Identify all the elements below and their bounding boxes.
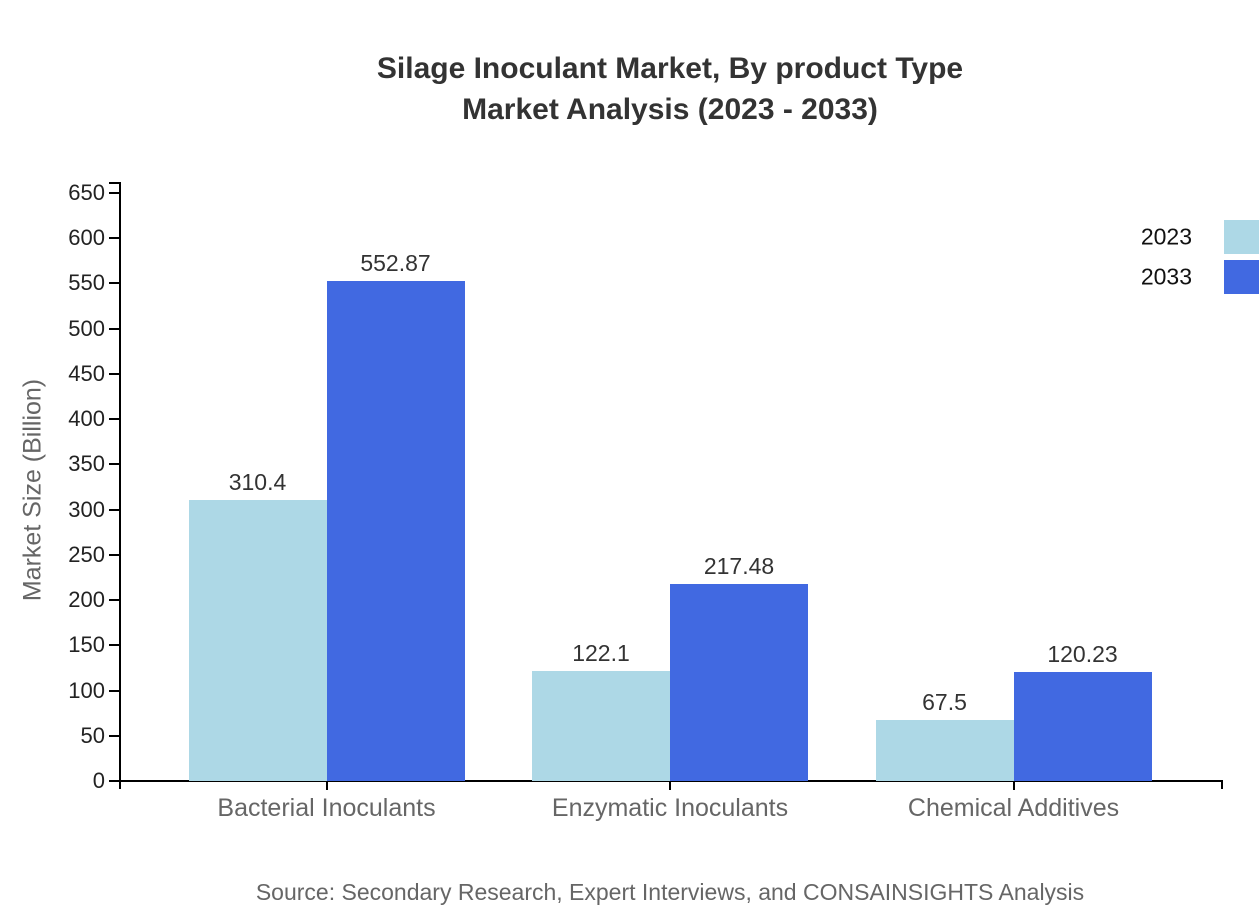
y-tick-label: 300	[68, 496, 105, 522]
value-label-2033-bacterial-inoculants: 552.87	[360, 249, 431, 276]
y-tick-label: 50	[80, 722, 105, 748]
y-tick	[109, 327, 119, 330]
chart-title-line2: Market Analysis (2023 - 2033)	[462, 93, 878, 126]
legend-label-2023: 2023	[1140, 223, 1192, 250]
x-tick	[1012, 782, 1015, 790]
y-tick-label: 100	[68, 677, 105, 703]
y-tick-label: 200	[68, 587, 105, 613]
y-tick	[109, 463, 119, 466]
source-note: Source: Secondary Research, Expert Inter…	[255, 879, 1085, 905]
y-tick-label: 500	[68, 315, 105, 341]
y-tick	[109, 644, 119, 647]
value-label-2023-bacterial-inoculants: 310.4	[228, 469, 287, 496]
bar-2023-enzymatic-inoculants	[532, 670, 670, 781]
y-tick-label: 150	[68, 632, 105, 658]
legend-swatch-2023	[1224, 220, 1259, 254]
x-axis-end-tick	[1221, 781, 1223, 789]
value-label-2023-enzymatic-inoculants: 122.1	[572, 639, 630, 666]
y-tick-label: 450	[68, 360, 105, 386]
y-tick	[109, 734, 119, 737]
bar-2023-chemical-additives	[875, 719, 1014, 781]
y-tick	[109, 599, 119, 602]
y-tick	[109, 780, 119, 782]
y-axis-end-tick	[109, 182, 119, 184]
y-tick-label: 0	[92, 768, 105, 793]
y-tick	[109, 508, 119, 511]
y-tick	[109, 282, 119, 285]
y-tick	[109, 689, 119, 692]
x-axis-line	[119, 780, 1223, 782]
bar-2033-chemical-additives	[1013, 672, 1152, 781]
category-label-enzymatic-inoculants: Enzymatic Inoculants	[551, 794, 789, 822]
chart-title-line1: Silage Inoculant Market, By product Type	[376, 52, 964, 85]
category-label-bacterial-inoculants: Bacterial Inoculants	[217, 794, 436, 822]
y-tick	[109, 237, 119, 240]
legend-label-2033: 2033	[1140, 263, 1192, 290]
y-tick-label: 550	[68, 270, 105, 296]
y-tick-label: 250	[68, 541, 105, 567]
y-tick	[109, 372, 119, 375]
y-tick-label: 600	[68, 225, 105, 251]
value-label-2033-enzymatic-inoculants: 217.48	[703, 553, 775, 580]
y-axis-line	[119, 182, 121, 789]
y-tick-label: 350	[68, 451, 105, 477]
bar-2033-enzymatic-inoculants	[670, 584, 808, 781]
x-tick	[669, 782, 671, 790]
legend-swatch-2033	[1224, 260, 1259, 294]
chart-title: Silage Inoculant Market, By product Type…	[80, 48, 1260, 130]
y-tick	[109, 418, 119, 421]
y-tick	[109, 192, 119, 194]
category-label-chemical-additives: Chemical Additives	[907, 794, 1120, 822]
value-label-2023-chemical-additives: 67.5	[922, 688, 967, 715]
y-tick-label: 650	[68, 180, 105, 205]
y-tick-label: 400	[68, 406, 105, 432]
bar-2033-bacterial-inoculants	[326, 280, 465, 781]
bar-2023-bacterial-inoculants	[188, 500, 327, 781]
y-tick	[109, 553, 119, 556]
x-tick	[325, 782, 328, 790]
value-label-2033-chemical-additives: 120.23	[1047, 641, 1118, 668]
